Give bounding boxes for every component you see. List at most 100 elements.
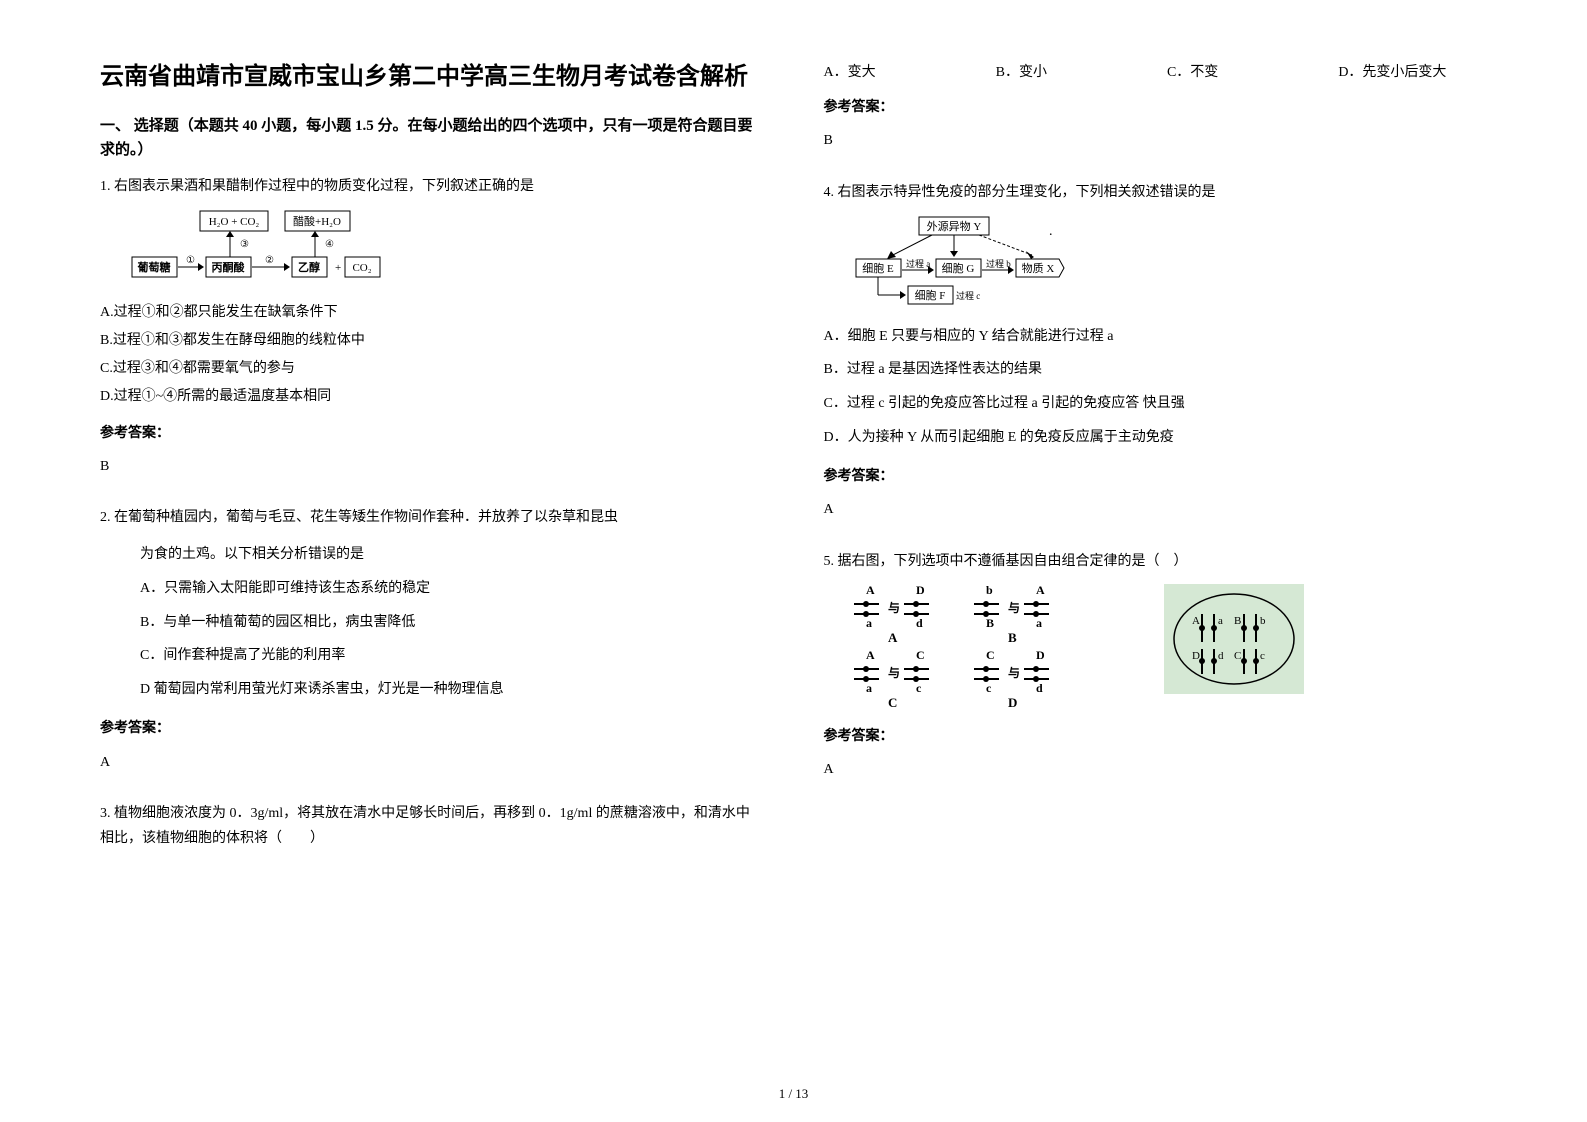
q5-text: 据右图，下列选项中不遵循基因自由组合定律的是（ ）	[838, 554, 1188, 569]
page-title: 云南省曲靖市宣威市宝山乡第二中学高三生物月考试卷含解析	[100, 60, 764, 94]
svg-text:C: C	[916, 648, 925, 662]
svg-text:C: C	[888, 695, 897, 710]
q2-text: 在葡萄种植园内，葡萄与毛豆、花生等矮生作物间作套种．并放养了以杂草和昆虫	[114, 510, 618, 525]
svg-text:细胞 G: 细胞 G	[941, 262, 974, 275]
q5-diagram: A D a 与 d A b A	[844, 584, 1488, 714]
q5-answer-label: 参考答案：	[824, 724, 1488, 749]
svg-text:c: c	[1260, 650, 1265, 662]
q3-text: 植物细胞液浓度为 0．3g/ml，将其放在清水中足够长时间后，再移到 0．1g/…	[100, 806, 750, 846]
svg-text:细胞 E: 细胞 E	[862, 262, 894, 275]
q1-diagram: H₂O + CO₂ 醋酸+H₂O ③ ④ 葡萄糖 ① 丙酮酸	[130, 209, 764, 289]
q1-answer: B	[100, 454, 764, 479]
question-5: 5. 据右图，下列选项中不遵循基因自由组合定律的是（ ） A D a 与	[824, 549, 1488, 799]
q1-option-b: B.过程①和③都发生在酵母细胞的线粒体中	[100, 327, 764, 355]
svg-text:与: 与	[1008, 601, 1020, 615]
svg-text:CO₂: CO₂	[352, 262, 371, 274]
svg-text:D: D	[1192, 650, 1200, 662]
svg-text:醋酸+H₂O: 醋酸+H₂O	[293, 214, 341, 228]
svg-text:过程 a: 过程 a	[906, 258, 930, 269]
q4-num: 4.	[824, 185, 835, 200]
q1-text: 右图表示果酒和果醋制作过程中的物质变化过程，下列叙述正确的是	[114, 179, 534, 194]
left-column: 云南省曲靖市宣威市宝山乡第二中学高三生物月考试卷含解析 一、 选择题（本题共 4…	[100, 60, 764, 1052]
svg-text:A: A	[866, 584, 875, 597]
svg-text:D: D	[1008, 695, 1017, 710]
q1-option-a: A.过程①和②都只能发生在缺氧条件下	[100, 299, 764, 327]
svg-text:②: ②	[265, 255, 274, 266]
svg-text:与: 与	[1008, 666, 1020, 680]
q4-diagram: 外源异物 Y . 细胞 E 过程 a 细胞 G 过程 b	[854, 215, 1488, 310]
svg-text:A: A	[1192, 615, 1200, 627]
svg-text:a: a	[1036, 616, 1042, 630]
section-heading: 一、 选择题（本题共 40 小题，每小题 1.5 分。在每小题给出的四个选项中，…	[100, 114, 764, 162]
q4-text: 右图表示特异性免疫的部分生理变化，下列相关叙述错误的是	[838, 185, 1216, 200]
q3-option-b: B．变小	[996, 60, 1047, 85]
q4-answer: A	[824, 497, 1488, 522]
q5-cell-diagram: A a B b D	[1164, 584, 1304, 694]
page-footer: 1 / 13	[779, 1086, 809, 1102]
svg-text:④: ④	[325, 239, 334, 250]
svg-text:B: B	[1234, 615, 1241, 627]
svg-text:D: D	[916, 584, 925, 597]
svg-text:A: A	[866, 648, 875, 662]
svg-text:过程 b: 过程 b	[986, 258, 1011, 269]
svg-text:a: a	[866, 681, 872, 695]
svg-text:C: C	[986, 648, 995, 662]
svg-text:丙酮酸: 丙酮酸	[212, 260, 246, 274]
svg-text:乙醇: 乙醇	[298, 260, 320, 274]
q4-option-d: D．人为接种 Y 从而引起细胞 E 的免疫反应属于主动免疫	[824, 421, 1488, 455]
q4-answer-label: 参考答案：	[824, 464, 1488, 489]
q1-num: 1.	[100, 179, 111, 194]
svg-text:B: B	[1008, 630, 1017, 645]
svg-text:d: d	[916, 616, 923, 630]
q3-num: 3.	[100, 806, 111, 821]
svg-text:d: d	[1218, 650, 1224, 662]
svg-text:A: A	[1036, 584, 1045, 597]
svg-text:细胞 F: 细胞 F	[914, 289, 945, 302]
right-column: A．变大 B．变小 C．不变 D．先变小后变大 参考答案： B 4. 右图表示特…	[824, 60, 1488, 1052]
question-2: 2. 在葡萄种植园内，葡萄与毛豆、花生等矮生作物间作套种．并放养了以杂草和昆虫 …	[100, 505, 764, 791]
svg-text:与: 与	[888, 666, 900, 680]
q3-answer: B	[824, 128, 1488, 153]
q5-answer: A	[824, 757, 1488, 782]
svg-text:+: +	[335, 262, 341, 274]
svg-text:c: c	[916, 681, 922, 695]
svg-text:B: B	[986, 616, 994, 630]
q2-answer-label: 参考答案：	[100, 716, 764, 741]
q4-option-c: C．过程 c 引起的免疫应答比过程 a 引起的免疫应答 快且强	[824, 387, 1488, 421]
q2-text2: 为食的土鸡。以下相关分析错误的是	[140, 538, 764, 572]
svg-text:c: c	[986, 681, 992, 695]
svg-text:①: ①	[186, 255, 195, 266]
q4-option-a: A．细胞 E 只要与相应的 Y 结合就能进行过程 a	[824, 320, 1488, 354]
q3-option-a: A．变大	[824, 60, 876, 85]
svg-text:C: C	[1234, 650, 1241, 662]
svg-text:a: a	[866, 616, 872, 630]
svg-text:物质 X: 物质 X	[1021, 261, 1054, 275]
q2-option-b: B．与单一种植葡萄的园区相比，病虫害降低	[140, 606, 764, 640]
q1-answer-label: 参考答案：	[100, 421, 764, 446]
question-3-cont: A．变大 B．变小 C．不变 D．先变小后变大 参考答案： B	[824, 60, 1488, 170]
q1-option-d: D.过程①~④所需的最适温度基本相同	[100, 383, 764, 411]
question-4: 4. 右图表示特异性免疫的部分生理变化，下列相关叙述错误的是 外源异物 Y . …	[824, 180, 1488, 539]
svg-text:a: a	[1218, 615, 1223, 627]
q2-option-c: C．间作套种提高了光能的利用率	[140, 639, 764, 673]
q5-num: 5.	[824, 554, 835, 569]
svg-text:葡萄糖: 葡萄糖	[137, 260, 171, 274]
svg-text:与: 与	[888, 601, 900, 615]
svg-text:H₂O + CO₂: H₂O + CO₂	[209, 216, 260, 228]
svg-text:外源异物 Y: 外源异物 Y	[926, 219, 981, 233]
svg-text:d: d	[1036, 681, 1043, 695]
q2-answer: A	[100, 750, 764, 775]
svg-text:A: A	[888, 630, 898, 645]
q4-option-b: B．过程 a 是基因选择性表达的结果	[824, 353, 1488, 387]
q3-option-c: C．不变	[1167, 60, 1218, 85]
q2-num: 2.	[100, 510, 111, 525]
q3-answer-label: 参考答案：	[824, 95, 1488, 120]
q2-option-d: D 葡萄园内常利用萤光灯来诱杀害虫，灯光是一种物理信息	[140, 673, 764, 707]
svg-text:b: b	[986, 584, 993, 597]
svg-text:.: .	[1049, 224, 1053, 239]
question-3: 3. 植物细胞液浓度为 0．3g/ml，将其放在清水中足够长时间后，再移到 0．…	[100, 801, 764, 859]
q2-option-a: A．只需输入太阳能即可维持该生态系统的稳定	[140, 572, 764, 606]
svg-text:过程 c: 过程 c	[956, 290, 980, 301]
svg-text:b: b	[1260, 615, 1266, 627]
q1-option-c: C.过程③和④都需要氧气的参与	[100, 355, 764, 383]
